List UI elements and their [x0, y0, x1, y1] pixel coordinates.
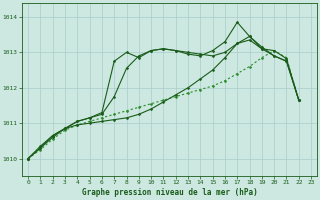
X-axis label: Graphe pression niveau de la mer (hPa): Graphe pression niveau de la mer (hPa) — [82, 188, 258, 197]
